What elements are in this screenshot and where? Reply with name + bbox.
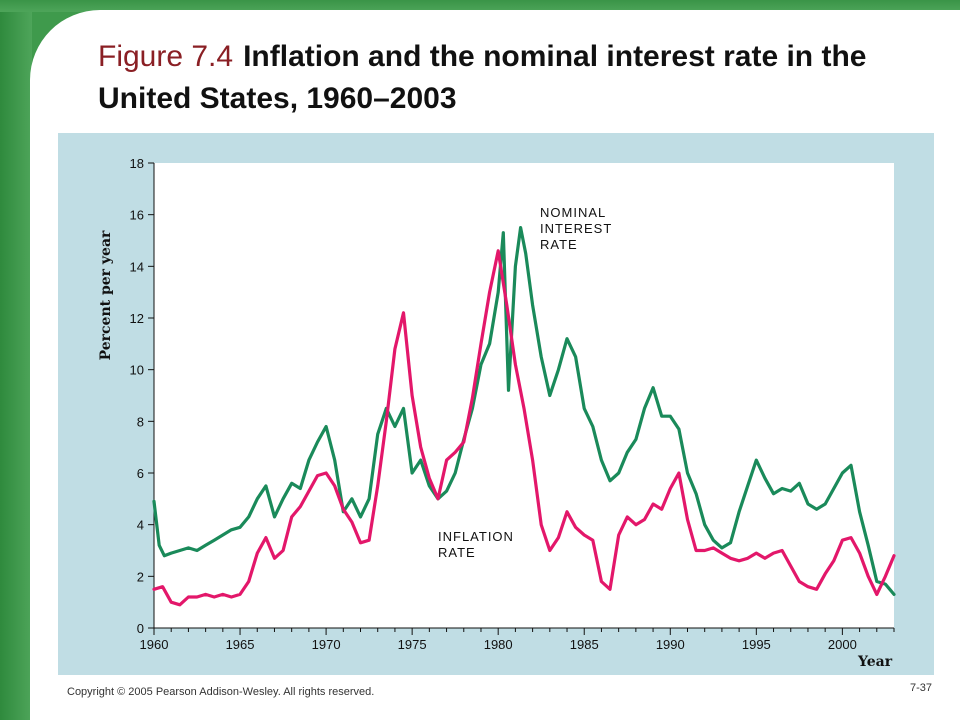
y-tick-label: 18 (130, 156, 144, 171)
y-tick-label: 6 (137, 466, 144, 481)
copyright-footer: Copyright © 2005 Pearson Addison-Wesley.… (67, 686, 375, 698)
inflation-rate-annotation: INFLATION (438, 529, 514, 544)
figure-title: Inflation and the nominal interest rate … (98, 40, 867, 115)
y-axis-label: Percent per year (98, 230, 114, 360)
axis-layer: 0 2 4 6 8 10 12 14 16 18 1960 1965 1970 1975 1980 1985 1… (130, 156, 895, 652)
x-tick-label: 1990 (656, 637, 685, 652)
nominal-rate-annotation: INTEREST (540, 221, 612, 236)
x-tick-label: 1960 (140, 637, 169, 652)
y-tick-label: 2 (137, 569, 144, 584)
y-tick-label: 4 (137, 518, 144, 533)
inflation-interest-chart: 0 2 4 6 8 10 12 14 16 18 1960 1965 1970 1975 1980 1985 1… (98, 156, 896, 670)
left-frame-bar (0, 0, 32, 720)
x-tick-label: 2000 (828, 637, 857, 652)
x-axis-label: Year (857, 654, 893, 670)
y-tick-label: 14 (130, 259, 144, 274)
inflation-rate-annotation: RATE (438, 545, 476, 560)
figure-label: Figure 7.4 (98, 40, 234, 73)
nominal-interest-rate-line (152, 225, 896, 596)
y-tick-label: 16 (130, 208, 144, 223)
inflation-rate-line (152, 249, 896, 607)
nominal-rate-annotation: RATE (540, 237, 578, 252)
x-tick-label: 1965 (226, 637, 255, 652)
x-tick-label: 1970 (312, 637, 341, 652)
y-tick-label: 12 (130, 311, 144, 326)
y-tick-label: 10 (130, 363, 144, 378)
page-number: 7-37 (909, 682, 932, 694)
x-tick-label: 1980 (484, 637, 513, 652)
slide-title: Figure 7.4 Inflation and the nominal inte… (98, 36, 928, 120)
y-tick-label: 0 (137, 621, 144, 636)
series-layer (152, 225, 896, 607)
x-tick-label: 1995 (742, 637, 771, 652)
y-tick-label: 8 (137, 414, 144, 429)
plot-area (154, 163, 894, 628)
x-tick-label: 1985 (570, 637, 599, 652)
top-frame-bar (0, 0, 960, 12)
x-tick-label: 1975 (398, 637, 427, 652)
nominal-rate-annotation: NOMINAL (540, 205, 606, 220)
